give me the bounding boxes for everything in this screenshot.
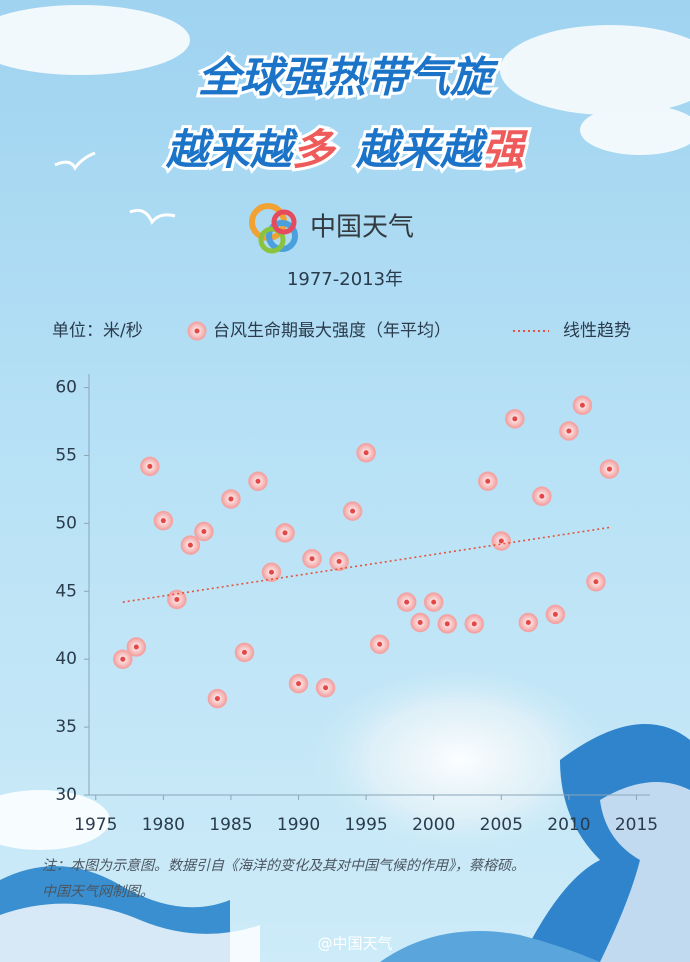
note: 注：本图为示意图。数据引自《海洋的变化及其对中国气候的作用》，蔡榕硕。 bbox=[42, 858, 525, 874]
data-point-center bbox=[147, 463, 153, 469]
data-point-center bbox=[606, 466, 612, 472]
x-tick-label: 1995 bbox=[344, 815, 387, 835]
data-point-center bbox=[309, 556, 315, 562]
data-point-center bbox=[431, 599, 437, 605]
data-point-center bbox=[282, 530, 288, 536]
title-part: 强 bbox=[482, 125, 529, 174]
subtitle: 1977-2013年 bbox=[287, 269, 403, 290]
y-tick-label: 35 bbox=[55, 717, 77, 737]
data-point-center bbox=[268, 569, 274, 575]
title-line2: 越来越多 越来越强 bbox=[165, 125, 529, 174]
data-point-center bbox=[552, 611, 558, 617]
waves bbox=[0, 724, 690, 962]
seagulls bbox=[54, 151, 176, 225]
x-tick-label: 1975 bbox=[74, 815, 117, 835]
data-point-center bbox=[404, 599, 410, 605]
data-point-center bbox=[377, 641, 383, 647]
logo bbox=[249, 203, 298, 254]
data-point-center bbox=[363, 450, 369, 456]
legend-label: 线性趋势 bbox=[563, 321, 631, 341]
data-point-center bbox=[444, 621, 450, 627]
data-point-center bbox=[228, 496, 234, 502]
data-point-center bbox=[214, 696, 220, 702]
data-point-center bbox=[525, 620, 531, 626]
clouds bbox=[0, 5, 690, 850]
data-point-center bbox=[133, 644, 139, 650]
data-point-center bbox=[350, 508, 356, 514]
data-point-center bbox=[579, 402, 585, 408]
trend-line bbox=[122, 526, 610, 603]
logo-text: 中国天气 bbox=[310, 213, 414, 243]
data-point-center bbox=[241, 649, 247, 655]
x-tick-label: 2005 bbox=[480, 815, 523, 835]
data-point-center bbox=[512, 416, 518, 422]
x-tick-label: 2010 bbox=[547, 815, 590, 835]
plot: 30 35 40 45 50 55 60 1975 1980 1985 1990 1995 2000 20… bbox=[55, 321, 658, 835]
y-tick-label: 55 bbox=[55, 445, 77, 465]
data-point-center bbox=[593, 579, 599, 585]
title-part: 越来越 bbox=[165, 125, 299, 174]
x-tick-label: 2015 bbox=[615, 815, 658, 835]
data-point-center bbox=[566, 428, 572, 434]
y-tick-label: 50 bbox=[55, 513, 77, 533]
legend-marker-center bbox=[194, 328, 200, 334]
x-tick-label: 1980 bbox=[142, 815, 185, 835]
data-point-center bbox=[323, 685, 329, 691]
data-point-center bbox=[255, 478, 261, 484]
data-point-center bbox=[174, 596, 180, 602]
x-tick-label: 1985 bbox=[209, 815, 252, 835]
x-tick-label: 2000 bbox=[412, 815, 455, 835]
data-point-center bbox=[120, 656, 126, 662]
typhoon-swirl bbox=[310, 665, 610, 855]
data-point-center bbox=[296, 681, 302, 687]
data-point-center bbox=[160, 518, 166, 524]
data-point-center bbox=[471, 621, 477, 627]
data-point-center bbox=[498, 538, 504, 544]
legend-label: 台风生命期最大强度（年平均） bbox=[213, 321, 451, 341]
watermark: @中国天气 bbox=[317, 935, 392, 953]
data-point-center bbox=[336, 558, 342, 564]
data-point-center bbox=[485, 478, 491, 484]
note: 中国天气网制图。 bbox=[42, 884, 154, 900]
x-tick-label: 1990 bbox=[277, 815, 320, 835]
title-part: 多 bbox=[292, 125, 337, 174]
y-tick-label: 30 bbox=[55, 785, 77, 805]
y-tick-label: 45 bbox=[55, 581, 77, 601]
unit-label: 单位：米/秒 bbox=[52, 321, 143, 341]
data-point-center bbox=[187, 542, 193, 548]
data-point-center bbox=[417, 620, 423, 626]
title-line1: 全球强热带气旋 bbox=[198, 53, 499, 102]
title-part: 越来越 bbox=[355, 125, 489, 174]
data-point-center bbox=[539, 493, 545, 499]
y-tick-label: 40 bbox=[55, 649, 77, 669]
y-tick-label: 60 bbox=[55, 378, 77, 398]
data-point-center bbox=[201, 529, 207, 535]
